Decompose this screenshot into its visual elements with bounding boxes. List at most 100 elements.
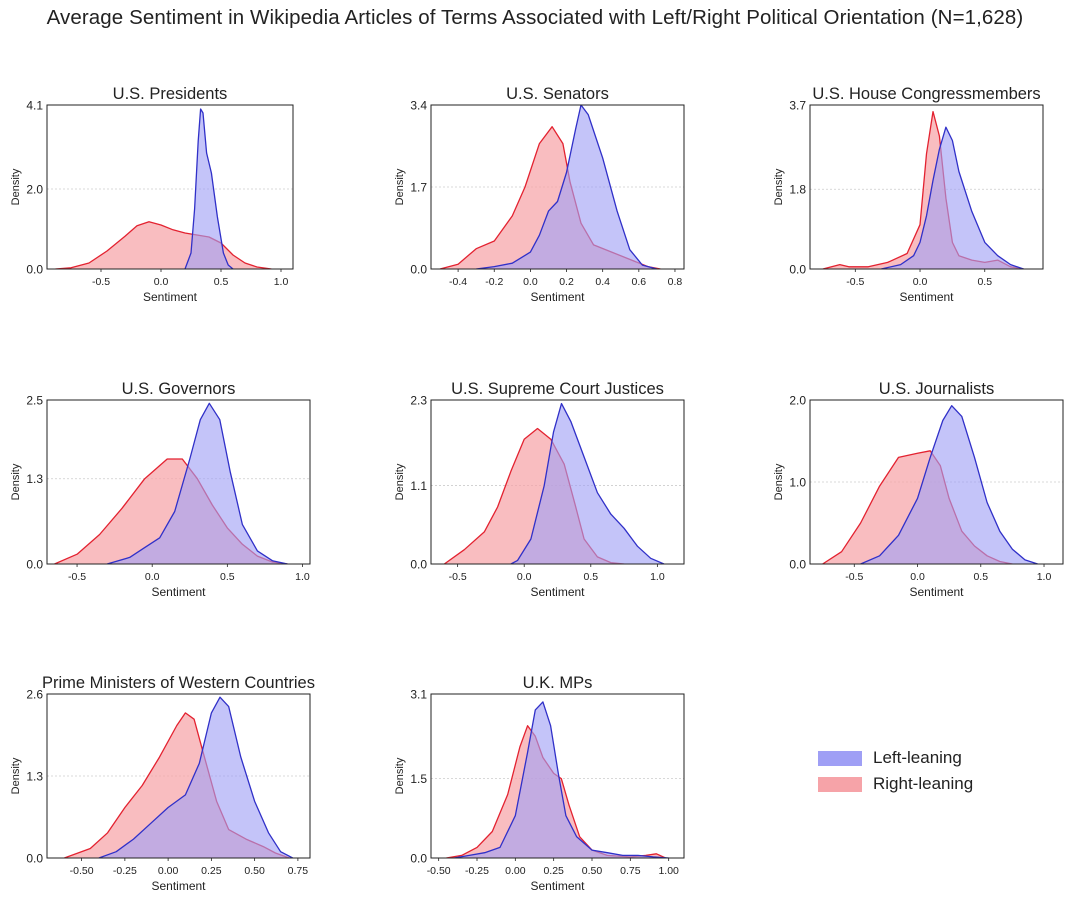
chart-panel-7: Prime Ministers of Western Countries 0.0 1… bbox=[10, 674, 315, 893]
chart-panel-8: U.K. MPs 0.0 1.5 3.1 -0.50 -0.25 0.00 0.25 0.50 0… bbox=[394, 674, 685, 893]
chart-panel-6: U.S. Journalists 0.0 1.0 2.0 -0.5 0.0 0.5 1.0 Se… bbox=[773, 380, 1064, 599]
panel-frame bbox=[46, 693, 311, 859]
panel-frame bbox=[809, 104, 1044, 270]
y-tick-label: 1.7 bbox=[410, 181, 427, 195]
panel-title: U.K. MPs bbox=[523, 674, 593, 692]
x-tick-label: 0.5 bbox=[977, 276, 992, 288]
y-tick-label: 0.0 bbox=[26, 852, 43, 866]
panel-frame bbox=[430, 104, 685, 270]
y-tick-label: 3.4 bbox=[410, 99, 427, 113]
left-leaning-line bbox=[98, 696, 294, 858]
left-leaning-area bbox=[107, 403, 288, 564]
plot-area bbox=[822, 110, 1024, 269]
legend-label-right: Right-leaning bbox=[873, 774, 974, 793]
y-tick-label: 2.0 bbox=[26, 183, 43, 197]
plot-area bbox=[55, 108, 272, 269]
x-tick-label: -0.25 bbox=[465, 865, 489, 877]
right-leaning-area bbox=[55, 221, 272, 269]
x-tick-label: 0.5 bbox=[214, 276, 229, 288]
x-tick-label: -0.5 bbox=[449, 571, 467, 583]
plot-area bbox=[439, 105, 661, 269]
x-tick-label: 0.25 bbox=[543, 865, 564, 877]
x-tick-label: 0.25 bbox=[201, 865, 222, 877]
legend-item-right: Right-leaning bbox=[818, 771, 973, 797]
chart-panel-4: U.S. Governors 0.0 1.3 2.5 -0.5 0.0 0.5 1.0 Sent… bbox=[10, 380, 311, 599]
y-tick-label: 1.0 bbox=[789, 476, 806, 490]
y-tick-label: 0.0 bbox=[789, 558, 806, 572]
right-leaning-line bbox=[55, 221, 272, 269]
y-tick-label: 0.0 bbox=[26, 263, 43, 277]
plot-area bbox=[446, 701, 669, 858]
y-tick-label: 0.0 bbox=[410, 852, 427, 866]
x-tick-label: 1.00 bbox=[658, 865, 679, 877]
x-tick-label: 0.75 bbox=[620, 865, 641, 877]
x-tick-label: 0.00 bbox=[158, 865, 179, 877]
x-tick-label: 0.4 bbox=[595, 276, 610, 288]
x-tick-label: 0.0 bbox=[145, 571, 160, 583]
x-tick-label: 1.0 bbox=[295, 571, 310, 583]
left-leaning-area bbox=[185, 109, 233, 269]
y-axis-label: Density bbox=[394, 463, 406, 500]
x-axis-label: Sentiment bbox=[151, 585, 206, 599]
y-tick-label: 3.1 bbox=[410, 688, 427, 702]
panel-title: U.S. Presidents bbox=[113, 85, 228, 103]
x-tick-label: -0.25 bbox=[113, 865, 137, 877]
left-leaning-area bbox=[476, 105, 657, 269]
y-tick-label: 0.0 bbox=[410, 263, 427, 277]
chart-panel-1: U.S. Presidents 0.0 2.0 4.1 -0.5 0.0 0.5 1.0 Sen… bbox=[10, 85, 294, 304]
legend-swatch-left bbox=[818, 750, 862, 766]
x-tick-label: 1.0 bbox=[650, 571, 665, 583]
x-tick-label: -0.50 bbox=[427, 865, 451, 877]
x-tick-label: 0.5 bbox=[583, 571, 598, 583]
y-tick-label: 0.0 bbox=[26, 558, 43, 572]
y-tick-label: 2.3 bbox=[410, 394, 427, 408]
x-tick-label: -0.50 bbox=[70, 865, 94, 877]
right-leaning-area bbox=[440, 126, 661, 269]
legend-swatch-right bbox=[818, 776, 862, 792]
x-tick-label: 0.00 bbox=[505, 865, 526, 877]
x-axis-label: Sentiment bbox=[909, 585, 964, 599]
panel-title: Prime Ministers of Western Countries bbox=[42, 674, 315, 692]
chart-panel-3: U.S. House Congressmembers 0.0 1.8 3.7 -0.5 0… bbox=[773, 85, 1044, 304]
left-leaning-line bbox=[476, 105, 658, 269]
x-tick-label: 1.0 bbox=[274, 276, 289, 288]
legend-item-left: Left-leaning bbox=[818, 745, 973, 771]
plot-area bbox=[822, 405, 1038, 564]
left-leaning-line bbox=[860, 405, 1038, 564]
panel-frame bbox=[46, 104, 294, 270]
x-tick-label: 0.50 bbox=[582, 865, 603, 877]
panel-frame bbox=[430, 399, 685, 565]
x-axis-label: Sentiment bbox=[143, 290, 198, 304]
x-axis-label: Sentiment bbox=[530, 879, 585, 893]
left-leaning-area bbox=[881, 127, 1024, 269]
x-tick-label: 0.0 bbox=[523, 276, 538, 288]
y-tick-label: 2.0 bbox=[789, 394, 806, 408]
x-axis-label: Sentiment bbox=[530, 585, 585, 599]
y-axis-label: Density bbox=[394, 168, 406, 205]
plot-area bbox=[443, 402, 665, 564]
y-axis-label: Density bbox=[10, 463, 22, 500]
panel-title: U.S. Governors bbox=[122, 380, 236, 398]
panel-title: U.S. House Congressmembers bbox=[812, 85, 1040, 103]
x-tick-label: 0.0 bbox=[154, 276, 169, 288]
legend-label-left: Left-leaning bbox=[873, 748, 962, 767]
y-axis-label: Density bbox=[10, 757, 22, 794]
left-leaning-area bbox=[98, 697, 293, 858]
x-axis-label: Sentiment bbox=[530, 290, 585, 304]
x-tick-label: 0.8 bbox=[668, 276, 683, 288]
panel-title: U.S. Supreme Court Justices bbox=[451, 380, 664, 398]
plot-area bbox=[64, 696, 294, 858]
left-leaning-area bbox=[510, 403, 664, 564]
x-tick-label: -0.5 bbox=[845, 571, 863, 583]
y-tick-label: 1.1 bbox=[410, 479, 427, 493]
legend: Left-leaning Right-leaning bbox=[818, 745, 973, 797]
panel-frame bbox=[46, 399, 311, 565]
x-tick-label: -0.2 bbox=[485, 276, 503, 288]
y-axis-label: Density bbox=[394, 757, 406, 794]
x-tick-label: 0.5 bbox=[220, 571, 235, 583]
y-axis-label: Density bbox=[10, 168, 22, 205]
x-tick-label: 0.0 bbox=[913, 276, 928, 288]
x-tick-label: 0.0 bbox=[910, 571, 925, 583]
left-leaning-line bbox=[510, 402, 665, 564]
